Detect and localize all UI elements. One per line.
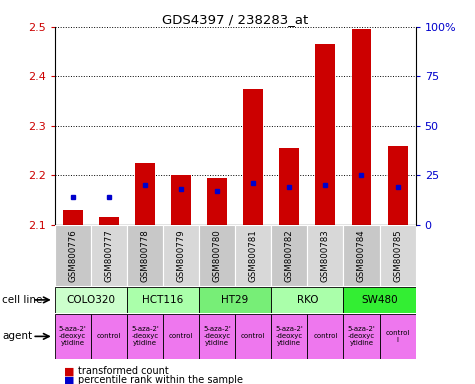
- Text: GSM800785: GSM800785: [393, 230, 402, 282]
- Text: 5-aza-2'
-deoxyc
ytidine: 5-aza-2' -deoxyc ytidine: [348, 326, 375, 346]
- Title: GDS4397 / 238283_at: GDS4397 / 238283_at: [162, 13, 308, 26]
- Bar: [271, 314, 307, 359]
- Text: control: control: [169, 333, 193, 339]
- Bar: [271, 225, 307, 286]
- Bar: [163, 314, 199, 359]
- Bar: [99, 217, 119, 225]
- Bar: [343, 287, 416, 313]
- Bar: [91, 225, 127, 286]
- Text: GSM800778: GSM800778: [141, 230, 149, 282]
- Bar: [380, 225, 416, 286]
- Text: GSM800781: GSM800781: [249, 230, 257, 282]
- Bar: [235, 314, 271, 359]
- Text: 5-aza-2'
-deoxyc
ytidine: 5-aza-2' -deoxyc ytidine: [59, 326, 86, 346]
- Bar: [235, 225, 271, 286]
- Text: GSM800779: GSM800779: [177, 230, 185, 282]
- Text: GSM800782: GSM800782: [285, 230, 294, 282]
- Text: COLO320: COLO320: [66, 295, 115, 305]
- Bar: [315, 44, 335, 225]
- Bar: [307, 225, 343, 286]
- Text: 5-aza-2'
-deoxyc
ytidine: 5-aza-2' -deoxyc ytidine: [203, 326, 231, 346]
- Text: SW480: SW480: [361, 295, 398, 305]
- Bar: [199, 314, 235, 359]
- Text: control: control: [241, 333, 266, 339]
- Bar: [199, 225, 235, 286]
- Text: control: control: [313, 333, 338, 339]
- Bar: [207, 178, 227, 225]
- Bar: [55, 225, 91, 286]
- Text: GSM800784: GSM800784: [357, 230, 366, 282]
- Bar: [243, 89, 263, 225]
- Bar: [343, 225, 380, 286]
- Text: 5-aza-2'
-deoxyc
ytidine: 5-aza-2' -deoxyc ytidine: [131, 326, 159, 346]
- Text: ■: ■: [64, 375, 75, 384]
- Bar: [380, 314, 416, 359]
- Text: transformed count: transformed count: [78, 366, 169, 376]
- Text: GSM800780: GSM800780: [213, 230, 221, 282]
- Text: cell line: cell line: [2, 295, 43, 305]
- Bar: [171, 175, 191, 225]
- Text: control
l: control l: [385, 330, 410, 343]
- Text: GSM800777: GSM800777: [104, 230, 113, 282]
- Bar: [388, 146, 408, 225]
- Bar: [343, 314, 380, 359]
- Bar: [127, 314, 163, 359]
- Bar: [127, 225, 163, 286]
- Bar: [279, 148, 299, 225]
- Text: control: control: [96, 333, 121, 339]
- Text: GSM800783: GSM800783: [321, 230, 330, 282]
- Text: HCT116: HCT116: [142, 295, 183, 305]
- Bar: [127, 287, 199, 313]
- Text: RKO: RKO: [296, 295, 318, 305]
- Bar: [163, 225, 199, 286]
- Bar: [271, 287, 343, 313]
- Bar: [55, 287, 127, 313]
- Text: GSM800776: GSM800776: [68, 230, 77, 282]
- Bar: [91, 314, 127, 359]
- Bar: [199, 287, 271, 313]
- Bar: [63, 210, 83, 225]
- Text: percentile rank within the sample: percentile rank within the sample: [78, 375, 243, 384]
- Bar: [307, 314, 343, 359]
- Text: ■: ■: [64, 366, 75, 376]
- Text: 5-aza-2'
-deoxyc
ytidine: 5-aza-2' -deoxyc ytidine: [276, 326, 303, 346]
- Bar: [352, 29, 371, 225]
- Bar: [55, 314, 91, 359]
- Bar: [135, 163, 155, 225]
- Text: HT29: HT29: [221, 295, 249, 305]
- Text: agent: agent: [2, 331, 32, 341]
